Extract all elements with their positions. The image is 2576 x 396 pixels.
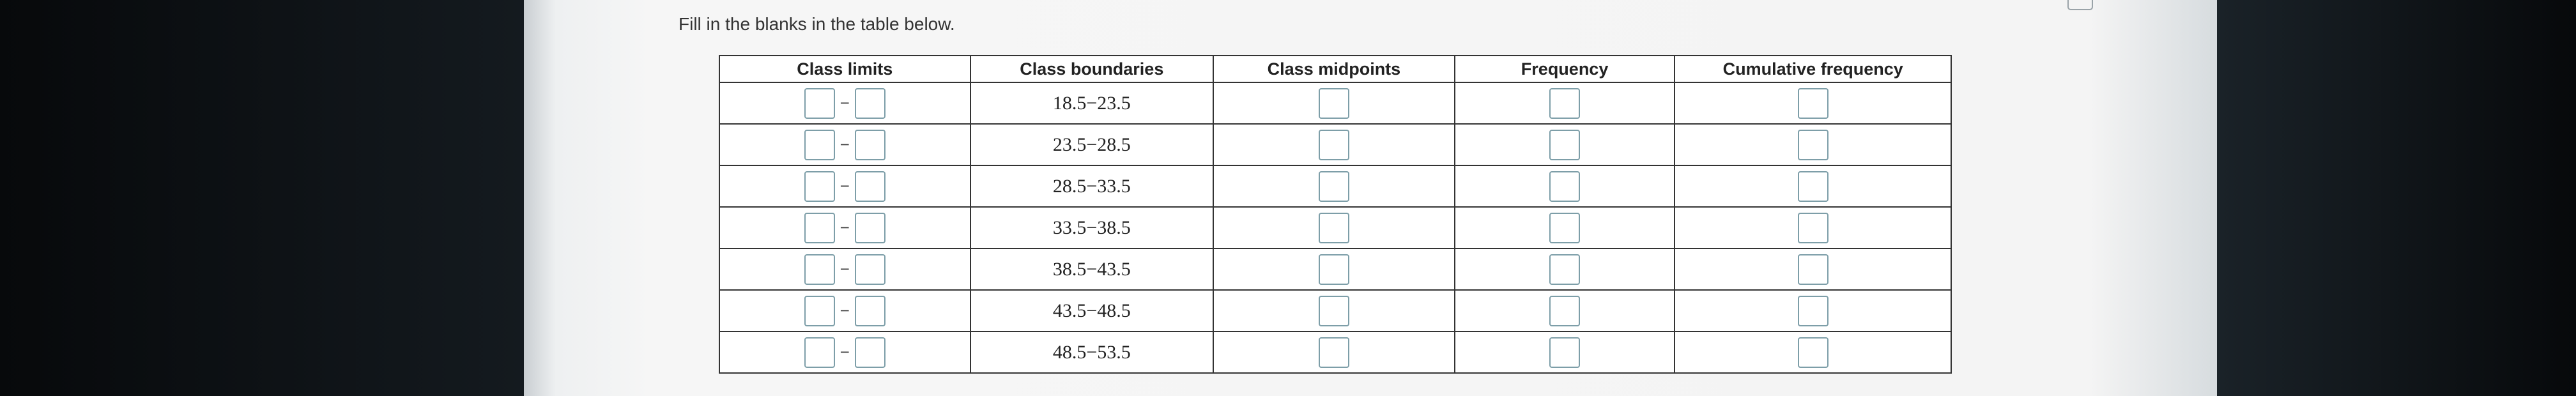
input-box[interactable] — [804, 129, 835, 160]
input-box[interactable] — [854, 295, 885, 326]
input-box[interactable] — [854, 337, 885, 368]
table-row: − 48.5−53.5 — [719, 331, 1952, 374]
separator: − — [839, 93, 850, 112]
menu-icon[interactable] — [2067, 0, 2093, 10]
input-box[interactable] — [804, 337, 835, 368]
midpoint-cell — [1213, 289, 1455, 332]
cumulative-cell — [1674, 248, 1952, 291]
bezel — [0, 0, 524, 396]
input-box[interactable] — [804, 88, 835, 119]
input-box[interactable] — [854, 88, 885, 119]
input-box[interactable] — [1549, 129, 1581, 160]
class-limits-cell: − — [719, 331, 971, 374]
class-boundaries-cell: 28.5−33.5 — [969, 165, 1215, 208]
table-body: − 18.5−23.5 − 23.5−28.5 − 28.5−33.5 − 33.5−38.5… — [719, 82, 1952, 374]
cumulative-cell — [1674, 165, 1952, 208]
input-box[interactable] — [1549, 337, 1581, 368]
input-box[interactable] — [804, 171, 835, 202]
column-header: Class boundaries — [969, 55, 1215, 83]
midpoint-cell — [1213, 165, 1455, 208]
separator: − — [839, 301, 850, 320]
frequency-cell — [1453, 248, 1676, 291]
instruction: Fill in the blanks in the table below. — [678, 14, 955, 34]
column-header: Cumulative frequency — [1674, 55, 1952, 83]
class-limits-cell: − — [719, 248, 971, 291]
input-box[interactable] — [804, 212, 835, 243]
input-box[interactable] — [804, 254, 835, 285]
input-box[interactable] — [1797, 129, 1828, 160]
table-row: − 33.5−38.5 — [719, 206, 1952, 249]
frequency-cell — [1453, 331, 1676, 374]
cumulative-cell — [1674, 206, 1952, 249]
table-row: − 38.5−43.5 — [719, 248, 1952, 291]
input-box[interactable] — [1318, 88, 1349, 119]
class-boundaries-cell: 18.5−23.5 — [969, 82, 1215, 125]
input-box[interactable] — [1797, 337, 1828, 368]
class-limits-cell: − — [719, 123, 971, 166]
column-header: Class limits — [719, 55, 971, 83]
input-box[interactable] — [1549, 171, 1581, 202]
input-box[interactable] — [1318, 212, 1349, 243]
input-box[interactable] — [1318, 254, 1349, 285]
frequency-cell — [1453, 289, 1676, 332]
input-box[interactable] — [1549, 254, 1581, 285]
cumulative-cell — [1674, 331, 1952, 374]
header-row: Class limits Class boundaries Class midpoi… — [719, 55, 1952, 83]
class-limits-cell: − — [719, 206, 971, 249]
column-header: Class midpoints — [1213, 55, 1455, 83]
frequency-cell — [1453, 206, 1676, 249]
table-row: − 18.5−23.5 — [719, 82, 1952, 125]
input-box[interactable] — [1549, 212, 1581, 243]
midpoint-cell — [1213, 123, 1455, 166]
midpoint-cell — [1213, 82, 1455, 125]
input-box[interactable] — [854, 171, 885, 202]
cumulative-cell — [1674, 123, 1952, 166]
frequency-cell — [1453, 165, 1676, 208]
class-boundaries-cell: 33.5−38.5 — [969, 206, 1215, 249]
class-limits-cell: − — [719, 82, 971, 125]
input-box[interactable] — [1318, 171, 1349, 202]
table-row: − 28.5−33.5 — [719, 165, 1952, 208]
frequency-cell — [1453, 82, 1676, 125]
input-box[interactable] — [1797, 212, 1828, 243]
table-row: − 23.5−28.5 — [719, 123, 1952, 166]
column-header: Frequency — [1453, 55, 1676, 83]
class-boundaries-cell: 23.5−28.5 — [969, 123, 1215, 166]
input-box[interactable] — [804, 295, 835, 326]
separator: − — [839, 135, 850, 154]
cumulative-cell — [1674, 82, 1952, 125]
midpoint-cell — [1213, 331, 1455, 374]
class-boundaries-cell: 43.5−48.5 — [969, 289, 1215, 332]
midpoint-cell — [1213, 248, 1455, 291]
midpoint-cell — [1213, 206, 1455, 249]
input-box[interactable] — [1549, 295, 1581, 326]
frequency-table: Class limits Class boundaries Class midpoi… — [719, 55, 1952, 374]
separator: − — [839, 218, 850, 237]
input-box[interactable] — [1797, 295, 1828, 326]
separator: − — [839, 176, 850, 195]
input-box[interactable] — [854, 212, 885, 243]
bezel — [2217, 0, 2576, 396]
input-box[interactable] — [1318, 337, 1349, 368]
separator: − — [839, 259, 850, 278]
frequency-cell — [1453, 123, 1676, 166]
input-box[interactable] — [1549, 88, 1581, 119]
class-limits-cell: − — [719, 289, 971, 332]
cumulative-cell — [1674, 289, 1952, 332]
input-box[interactable] — [854, 254, 885, 285]
class-boundaries-cell: 48.5−53.5 — [969, 331, 1215, 374]
input-box[interactable] — [1318, 129, 1349, 160]
input-box[interactable] — [1797, 88, 1828, 119]
separator: − — [839, 342, 850, 362]
input-box[interactable] — [1797, 171, 1828, 202]
class-limits-cell: − — [719, 165, 971, 208]
class-boundaries-cell: 38.5−43.5 — [969, 248, 1215, 291]
input-box[interactable] — [1318, 295, 1349, 326]
table-row: − 43.5−48.5 — [719, 289, 1952, 332]
input-box[interactable] — [1797, 254, 1828, 285]
input-box[interactable] — [854, 129, 885, 160]
